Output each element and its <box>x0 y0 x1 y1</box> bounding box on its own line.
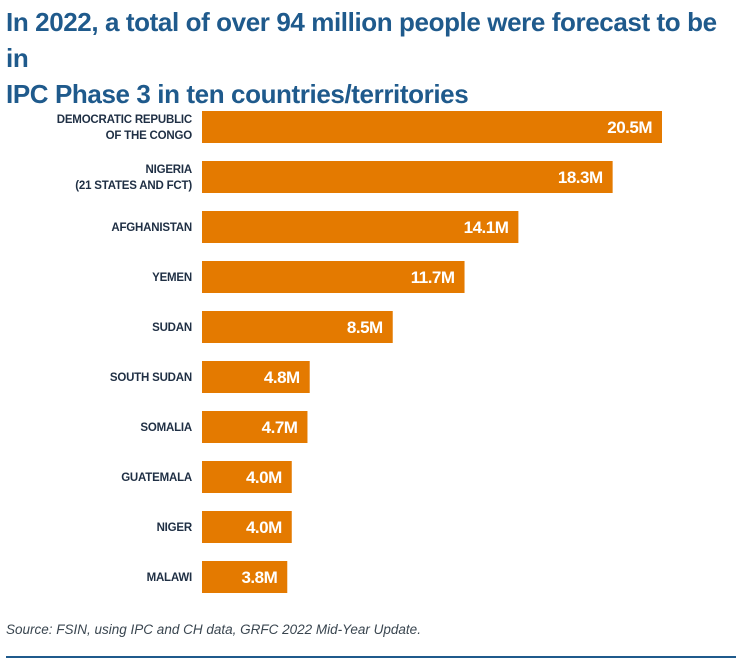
bottom-divider <box>6 656 736 658</box>
bar-2 <box>202 211 519 243</box>
chart-title-line-2: IPC Phase 3 in ten countries/territories <box>6 79 469 109</box>
value-label-9: 3.8M <box>241 568 277 587</box>
value-label-6: 4.7M <box>262 418 298 437</box>
bar-5 <box>202 361 310 393</box>
chart-title: In 2022, a total of over 94 million peop… <box>6 4 736 112</box>
bar-8 <box>202 511 292 543</box>
bar-1 <box>202 161 613 193</box>
category-label-0: DEMOCRATIC REPUBLIC OF THE CONGO <box>57 114 193 142</box>
category-label-2: AFGHANISTAN <box>111 222 192 234</box>
value-label-2: 14.1M <box>464 218 509 237</box>
category-label-8: NIGER <box>157 522 193 534</box>
category-label-9: MALAWI <box>147 572 192 584</box>
category-label-4: SUDAN <box>152 322 192 334</box>
value-label-3: 11.7M <box>411 268 455 287</box>
bar-3 <box>202 261 465 293</box>
value-label-1: 18.3M <box>558 168 603 187</box>
value-label-8: 4.0M <box>246 518 282 537</box>
bar-6 <box>202 411 308 443</box>
bar-9 <box>202 561 288 593</box>
bar-0 <box>202 111 662 143</box>
category-label-1: NIGERIA (21 STATES AND FCT) <box>75 164 192 192</box>
bar-7 <box>202 461 292 493</box>
value-label-4: 8.5M <box>347 318 383 337</box>
bar-chart: 20.5M DEMOCRATIC REPUBLIC OF THE CONGO 18.3… <box>57 111 662 593</box>
value-label-5: 4.8M <box>264 368 300 387</box>
category-label-6: SOMALIA <box>140 422 192 434</box>
value-label-0: 20.5M <box>607 118 652 137</box>
source-note: Source: FSIN, using IPC and CH data, GRF… <box>6 622 421 637</box>
bar-4 <box>202 311 393 343</box>
category-label-5: SOUTH SUDAN <box>110 372 192 384</box>
value-label-7: 4.0M <box>246 468 282 487</box>
chart-title-line-1: In 2022, a total of over 94 million peop… <box>6 7 717 73</box>
category-label-3: YEMEN <box>152 272 192 284</box>
category-label-7: GUATEMALA <box>121 472 192 484</box>
